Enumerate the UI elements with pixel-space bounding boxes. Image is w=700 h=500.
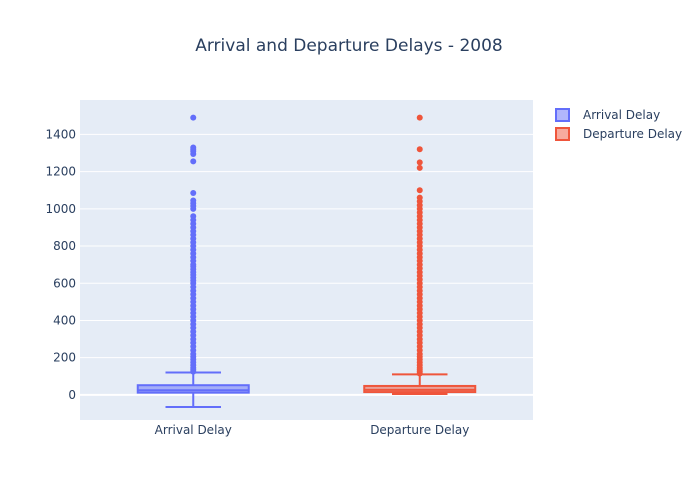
outlier-point [416, 164, 423, 171]
legend-swatch [555, 108, 570, 122]
chart-title: Arrival and Departure Delays - 2008 [195, 36, 503, 56]
legend-label: Departure Delay [583, 127, 682, 141]
y-tick-label: 200 [53, 351, 76, 365]
box-series-1[interactable] [363, 114, 477, 395]
box-series-0[interactable] [136, 114, 250, 408]
legend[interactable]: Arrival Delay Departure Delay [555, 108, 682, 141]
outlier-point [416, 146, 423, 153]
outlier-point [190, 144, 197, 151]
outlier-point [190, 158, 197, 165]
outlier-point [190, 190, 197, 197]
x-axis-ticks: Arrival Delay Departure Delay [155, 423, 470, 437]
y-tick-label: 600 [53, 276, 76, 290]
y-axis-ticks: 0 200 400 600 800 1000 1200 1400 [45, 127, 76, 401]
y-tick-label: 1200 [45, 165, 76, 179]
x-tick-label: Arrival Delay [155, 423, 232, 437]
y-tick-label: 1400 [45, 127, 76, 141]
y-tick-label: 0 [68, 388, 76, 402]
outlier-point [416, 194, 423, 201]
y-tick-label: 800 [53, 239, 76, 253]
box-series-layer [136, 114, 477, 408]
outlier-point [190, 197, 197, 204]
gridlines [80, 133, 533, 396]
plot-area [80, 100, 533, 420]
outlier-point [416, 114, 423, 121]
outlier-point [190, 114, 197, 121]
y-tick-label: 1000 [45, 202, 76, 216]
legend-item-1[interactable]: Departure Delay [555, 127, 682, 141]
x-tick-label: Departure Delay [370, 423, 469, 437]
legend-item-0[interactable]: Arrival Delay [555, 108, 660, 122]
outlier-point [190, 213, 197, 220]
legend-swatch [555, 127, 570, 141]
legend-label: Arrival Delay [583, 108, 660, 122]
y-tick-label: 400 [53, 313, 76, 327]
iqr-box [136, 384, 250, 394]
outlier-point [416, 187, 423, 194]
outlier-point [416, 159, 423, 166]
